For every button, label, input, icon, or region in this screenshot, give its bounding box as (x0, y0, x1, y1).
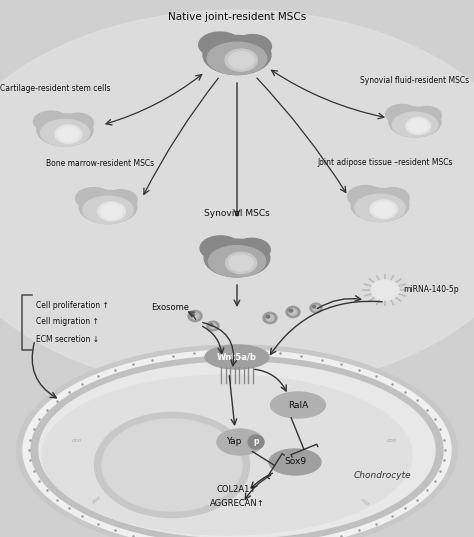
Text: COL2A1↑: COL2A1↑ (217, 484, 257, 494)
Ellipse shape (355, 194, 405, 222)
Ellipse shape (37, 114, 93, 146)
Text: ECM secretion ↓: ECM secretion ↓ (36, 335, 99, 344)
Ellipse shape (269, 449, 321, 475)
Ellipse shape (347, 186, 383, 207)
Ellipse shape (289, 309, 292, 312)
Ellipse shape (207, 42, 267, 75)
Ellipse shape (389, 107, 441, 137)
Ellipse shape (205, 345, 269, 369)
Text: Yap: Yap (226, 438, 242, 446)
Ellipse shape (207, 321, 219, 331)
Ellipse shape (310, 303, 322, 313)
Ellipse shape (351, 188, 409, 222)
Ellipse shape (289, 309, 297, 315)
Ellipse shape (39, 362, 435, 537)
Text: Sox9: Sox9 (284, 458, 306, 467)
Ellipse shape (263, 313, 277, 324)
Ellipse shape (23, 350, 451, 537)
Ellipse shape (373, 202, 394, 216)
Ellipse shape (79, 191, 137, 223)
Ellipse shape (226, 252, 257, 273)
Ellipse shape (55, 125, 82, 143)
Ellipse shape (75, 187, 111, 209)
Ellipse shape (94, 412, 249, 518)
Ellipse shape (62, 113, 93, 133)
Text: Synovial MSCs: Synovial MSCs (204, 209, 270, 218)
Ellipse shape (203, 35, 271, 75)
Ellipse shape (31, 356, 443, 537)
Text: ooo: ooo (72, 438, 82, 442)
Ellipse shape (233, 238, 270, 262)
Text: Exosome: Exosome (151, 303, 189, 312)
Ellipse shape (412, 106, 441, 125)
Text: Chondrocyte: Chondrocyte (353, 470, 411, 480)
Ellipse shape (101, 204, 122, 219)
Text: Bone marrow-resident MSCs: Bone marrow-resident MSCs (46, 159, 154, 168)
Text: ooo: ooo (387, 438, 397, 442)
Ellipse shape (409, 119, 428, 133)
Ellipse shape (229, 255, 254, 271)
Ellipse shape (204, 239, 270, 277)
Text: ooo: ooo (91, 495, 102, 505)
Text: Cell migration ↑: Cell migration ↑ (36, 317, 99, 326)
Ellipse shape (34, 111, 69, 132)
Text: p: p (253, 438, 259, 446)
Ellipse shape (199, 32, 241, 57)
Ellipse shape (191, 313, 195, 316)
Ellipse shape (248, 435, 264, 449)
Ellipse shape (83, 196, 133, 223)
Ellipse shape (371, 280, 399, 300)
Ellipse shape (0, 10, 474, 390)
Ellipse shape (377, 188, 409, 208)
Text: ooo: ooo (359, 497, 371, 507)
Ellipse shape (266, 315, 274, 321)
Ellipse shape (233, 34, 272, 59)
Text: Native joint-resident MSCs: Native joint-resident MSCs (168, 12, 306, 22)
Ellipse shape (266, 315, 270, 318)
Ellipse shape (105, 190, 137, 210)
Text: Cartilage-resident stem cells: Cartilage-resident stem cells (0, 84, 110, 93)
Ellipse shape (286, 307, 300, 317)
Text: AGGRECAN↑: AGGRECAN↑ (210, 499, 264, 509)
Ellipse shape (200, 236, 241, 260)
Text: Wnt5a/b: Wnt5a/b (217, 352, 257, 361)
Ellipse shape (406, 118, 430, 134)
Text: Synovial fluid-resident MSCs: Synovial fluid-resident MSCs (360, 76, 470, 85)
Ellipse shape (392, 112, 438, 137)
Ellipse shape (370, 200, 397, 219)
Ellipse shape (217, 429, 263, 455)
Text: RalA: RalA (288, 401, 308, 410)
Text: Joint adipose tissue –resident MSCs: Joint adipose tissue –resident MSCs (317, 158, 453, 167)
Ellipse shape (313, 306, 316, 308)
Ellipse shape (271, 392, 326, 418)
Text: Cell proliferation ↑: Cell proliferation ↑ (36, 301, 109, 309)
Ellipse shape (102, 419, 242, 511)
Ellipse shape (58, 127, 79, 141)
Ellipse shape (228, 52, 254, 69)
Ellipse shape (188, 310, 202, 322)
Ellipse shape (17, 345, 457, 537)
Text: miRNA-140-5p: miRNA-140-5p (403, 286, 459, 294)
Ellipse shape (98, 202, 125, 221)
Ellipse shape (208, 246, 266, 277)
Ellipse shape (191, 313, 199, 319)
Ellipse shape (313, 306, 319, 311)
Ellipse shape (210, 324, 213, 326)
Ellipse shape (225, 49, 257, 71)
Ellipse shape (40, 120, 90, 146)
Ellipse shape (386, 105, 418, 124)
Ellipse shape (210, 323, 216, 329)
Ellipse shape (42, 375, 412, 535)
